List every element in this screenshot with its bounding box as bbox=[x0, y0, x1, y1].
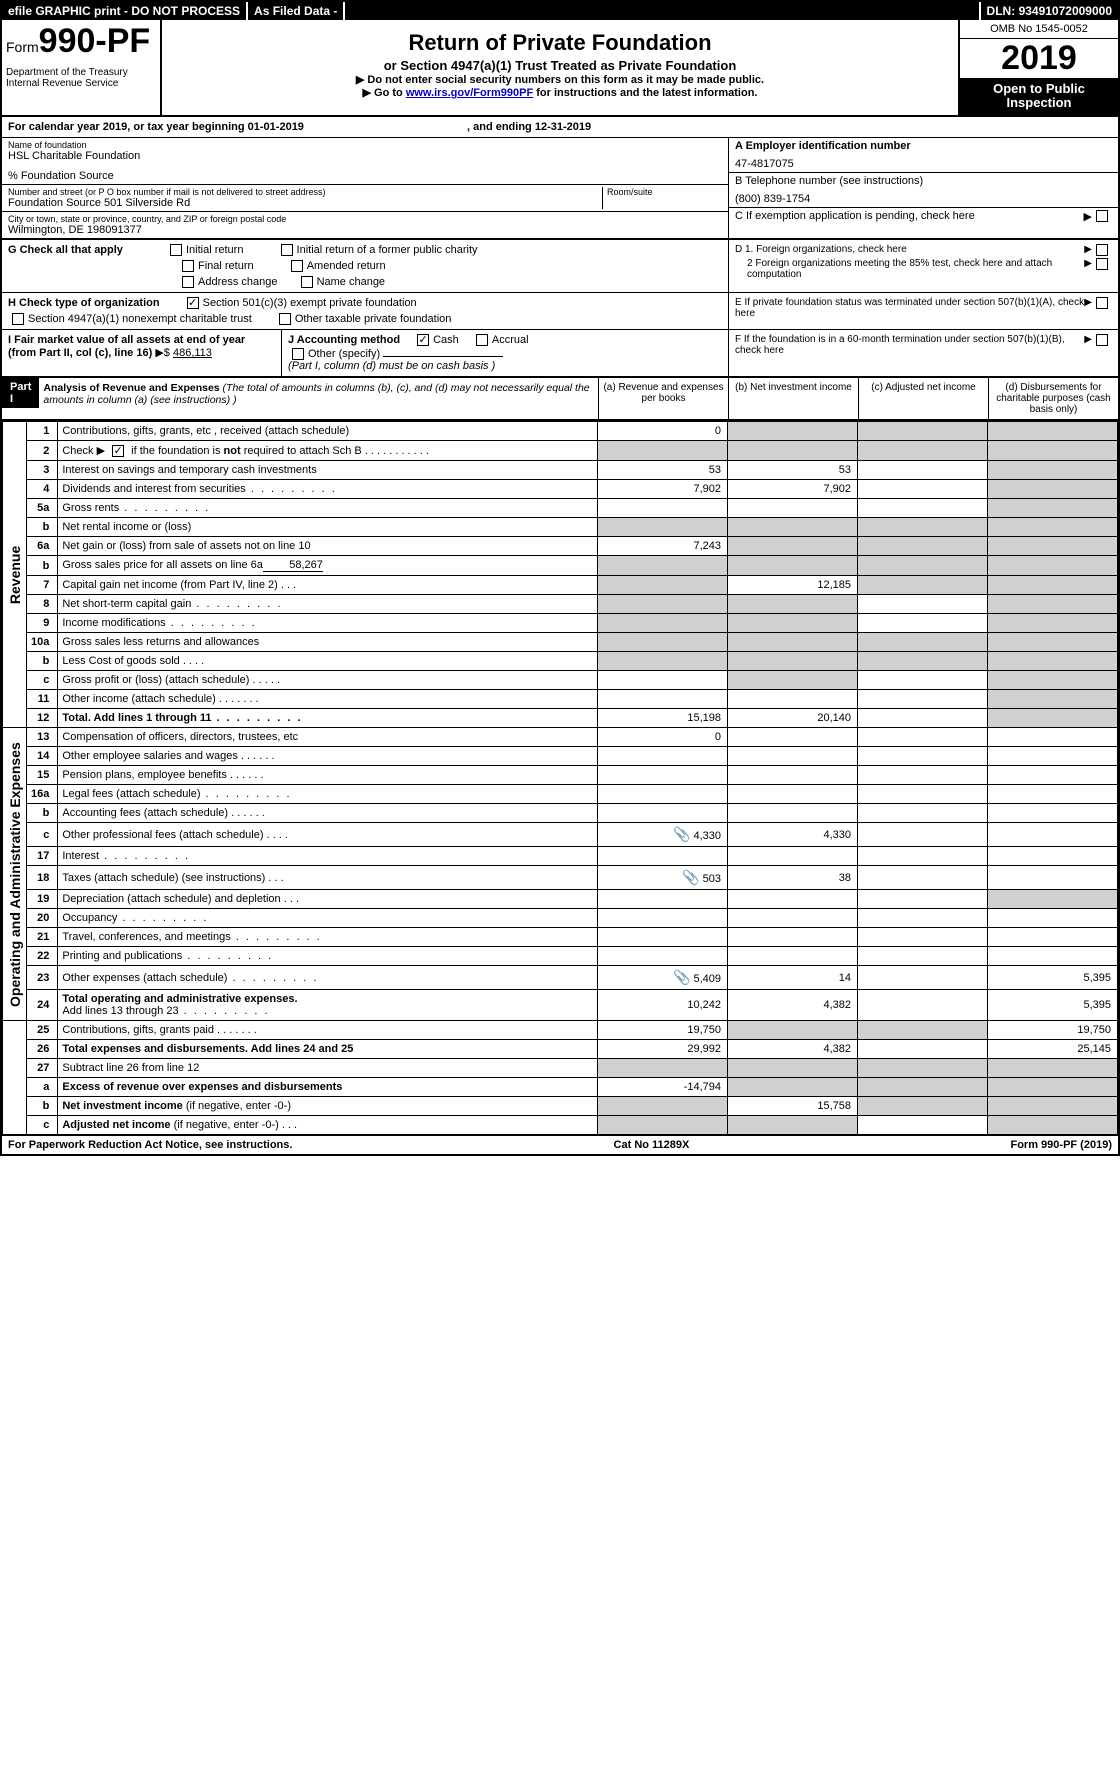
header-left: Form990-PF Department of the Treasury In… bbox=[2, 20, 162, 115]
col-a: (a) Revenue and expenses per books bbox=[598, 378, 728, 419]
info-grid: Name of foundation HSL Charitable Founda… bbox=[2, 138, 1118, 240]
as-filed-label: As Filed Data - bbox=[248, 2, 345, 20]
header-center: Return of Private Foundation or Section … bbox=[162, 20, 958, 115]
cb-initial[interactable] bbox=[170, 244, 182, 256]
attachment-icon[interactable]: 📎 bbox=[682, 869, 699, 885]
efile-label: efile GRAPHIC print - DO NOT PROCESS bbox=[2, 2, 248, 20]
section-h: H Check type of organization ✓Section 50… bbox=[2, 293, 1118, 330]
calendar-year: For calendar year 2019, or tax year begi… bbox=[2, 117, 1118, 138]
cb-accrual[interactable] bbox=[476, 334, 488, 346]
cb-other-tax[interactable] bbox=[279, 313, 291, 325]
expenses-label: Operating and Administrative Expenses bbox=[3, 728, 27, 1021]
header-right: OMB No 1545-0052 2019 Open to Public Ins… bbox=[958, 20, 1118, 115]
cb-final[interactable] bbox=[182, 260, 194, 272]
cb-name[interactable] bbox=[301, 276, 313, 288]
section-g: G Check all that apply Initial return In… bbox=[2, 240, 1118, 293]
cb-initial-former[interactable] bbox=[281, 244, 293, 256]
attachment-icon[interactable]: 📎 bbox=[673, 969, 690, 985]
part1-table: Revenue 1Contributions, gifts, grants, e… bbox=[2, 421, 1118, 1135]
form-title: Return of Private Foundation bbox=[166, 30, 954, 56]
ein: 47-4817075 bbox=[735, 158, 1112, 170]
cb-e[interactable] bbox=[1096, 297, 1108, 309]
top-bar: efile GRAPHIC print - DO NOT PROCESS As … bbox=[2, 2, 1118, 20]
cb-d2[interactable] bbox=[1096, 258, 1108, 270]
attachment-icon[interactable]: 📎 bbox=[673, 826, 690, 842]
irs-link[interactable]: www.irs.gov/Form990PF bbox=[406, 87, 533, 99]
form-container: efile GRAPHIC print - DO NOT PROCESS As … bbox=[0, 0, 1120, 1156]
cb-cash[interactable]: ✓ bbox=[417, 334, 429, 346]
cb-other-method[interactable] bbox=[292, 348, 304, 360]
revenue-label: Revenue bbox=[3, 422, 27, 728]
part1-header: Part I Analysis of Revenue and Expenses … bbox=[2, 376, 1118, 421]
footer: For Paperwork Reduction Act Notice, see … bbox=[2, 1135, 1118, 1154]
cb-4947[interactable] bbox=[12, 313, 24, 325]
col-c: (c) Adjusted net income bbox=[858, 378, 988, 419]
foundation-name: HSL Charitable Foundation bbox=[8, 150, 722, 162]
cb-d1[interactable] bbox=[1096, 244, 1108, 256]
phone: (800) 839-1754 bbox=[735, 193, 1112, 205]
col-d: (d) Disbursements for charitable purpose… bbox=[988, 378, 1118, 419]
checkbox-c[interactable] bbox=[1096, 210, 1108, 222]
dln: DLN: 93491072009000 bbox=[981, 2, 1118, 20]
cb-amended[interactable] bbox=[291, 260, 303, 272]
col-b: (b) Net investment income bbox=[728, 378, 858, 419]
section-ij: I Fair market value of all assets at end… bbox=[2, 330, 1118, 376]
cb-501c3[interactable]: ✓ bbox=[187, 297, 199, 309]
header: Form990-PF Department of the Treasury In… bbox=[2, 20, 1118, 117]
cb-f[interactable] bbox=[1096, 334, 1108, 346]
cb-address[interactable] bbox=[182, 276, 194, 288]
